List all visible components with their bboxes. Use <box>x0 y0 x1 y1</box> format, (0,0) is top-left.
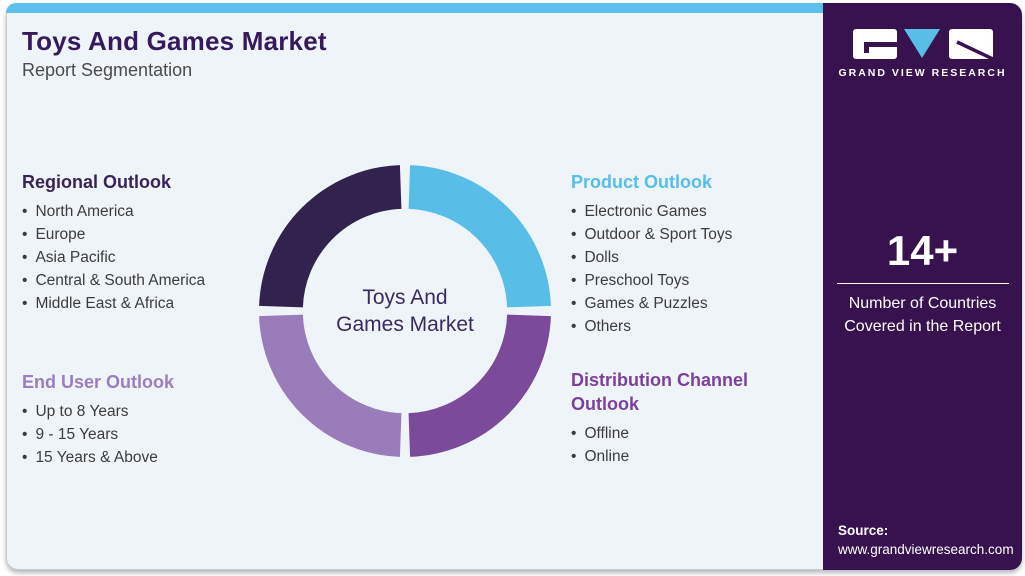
sidebar: GRAND VIEW RESEARCH 14+ Number of Countr… <box>823 3 1022 570</box>
section-regional-outlook: Regional Outlook North America Europe As… <box>22 170 252 315</box>
page-subtitle: Report Segmentation <box>22 60 193 80</box>
source-block: Source: www.grandviewresearch.com <box>838 521 1014 559</box>
countries-stat: 14+ Number of Countries Covered in the R… <box>823 227 1022 338</box>
source-label: Source: <box>838 523 889 538</box>
product-outlook-heading: Product Outlook <box>571 172 712 192</box>
regional-outlook-list: North America Europe Asia Pacific Centra… <box>22 200 252 315</box>
distribution-channel-outlook-heading: Distribution Channel Outlook <box>571 370 748 414</box>
list-item: 9 - 15 Years <box>22 423 252 446</box>
regional-outlook-heading: Regional Outlook <box>22 172 172 192</box>
top-accent-bar <box>6 3 823 13</box>
list-item: Offline <box>571 422 786 445</box>
list-item: Electronic Games <box>571 200 801 223</box>
section-end-user-outlook: End User Outlook Up to 8 Years 9 - 15 Ye… <box>22 370 252 469</box>
list-item: Others <box>571 315 801 338</box>
donut-center-label-line: Games Market <box>336 313 474 336</box>
donut-segment-product-outlook <box>407 165 551 309</box>
list-item: Online <box>571 445 786 468</box>
section-product-outlook: Product Outlook Electronic Games Outdoor… <box>571 170 801 338</box>
list-item: Dolls <box>571 246 801 269</box>
list-item: North America <box>22 200 252 223</box>
gvr-logo: GRAND VIEW RESEARCH <box>823 29 1022 79</box>
gvr-logo-text: GRAND VIEW RESEARCH <box>838 67 1007 79</box>
section-distribution-channel-outlook: Distribution Channel Outlook Offline Onl… <box>571 368 786 468</box>
list-item: Games & Puzzles <box>571 292 801 315</box>
gvr-logo-glyphs <box>852 29 993 59</box>
list-item: Preschool Toys <box>571 269 801 292</box>
stat-value: 14+ <box>886 227 959 274</box>
list-item: Asia Pacific <box>22 246 252 269</box>
list-item: Up to 8 Years <box>22 400 252 423</box>
end-user-outlook-heading: End User Outlook <box>22 372 175 392</box>
stat-label-line: Number of Countries <box>848 295 997 312</box>
market-donut-chart <box>259 165 551 457</box>
list-item: 15 Years & Above <box>22 446 252 469</box>
list-item: Outdoor & Sport Toys <box>571 223 801 246</box>
stat-divider <box>836 283 1009 284</box>
source-url: www.grandviewresearch.com <box>838 542 1014 557</box>
donut-segment-regional-outlook <box>259 165 403 309</box>
list-item: Europe <box>22 223 252 246</box>
distribution-channel-outlook-list: Offline Online <box>571 422 786 468</box>
donut-segment-distribution-channel-outlook <box>407 313 551 457</box>
stat-label-line: Covered in the Report <box>844 318 1001 335</box>
donut-center-label: Toys And Games Market <box>255 161 555 461</box>
donut-segment-end-user-outlook <box>259 313 403 457</box>
donut-chart-area: Toys And Games Market <box>255 161 555 461</box>
page-title: Toys And Games Market <box>22 26 327 56</box>
product-outlook-list: Electronic Games Outdoor & Sport Toys Do… <box>571 200 801 338</box>
end-user-outlook-list: Up to 8 Years 9 - 15 Years 15 Years & Ab… <box>22 400 252 469</box>
donut-center-label-line: Toys And <box>362 286 448 309</box>
list-item: Central & South America <box>22 269 252 292</box>
list-item: Middle East & Africa <box>22 292 252 315</box>
